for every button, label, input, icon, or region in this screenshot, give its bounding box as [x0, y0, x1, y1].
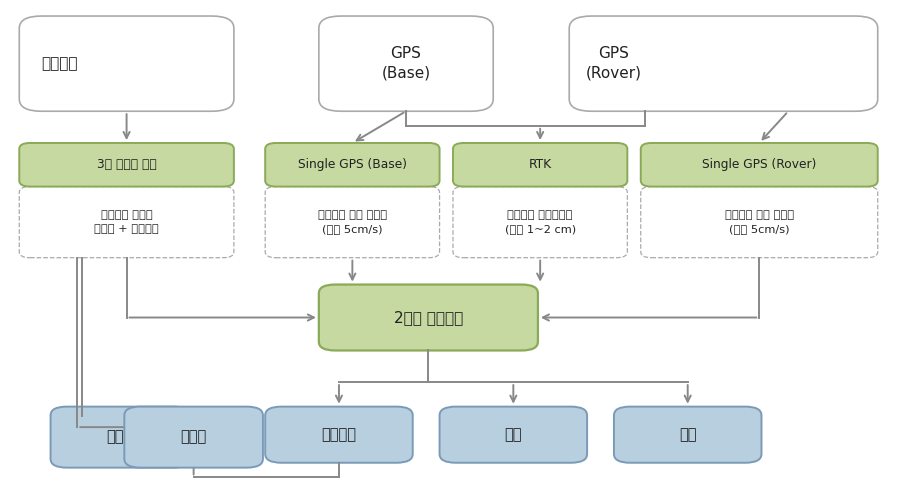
- Text: RTK: RTK: [528, 158, 552, 171]
- Text: -: -: [195, 409, 199, 422]
- FancyBboxPatch shape: [318, 285, 538, 351]
- Text: Single GPS (Rover): Single GPS (Rover): [702, 158, 816, 171]
- Text: 고정밀도 가속도
데이터 + 바이어스: 고정밀도 가속도 데이터 + 바이어스: [94, 210, 159, 234]
- FancyBboxPatch shape: [640, 187, 878, 258]
- Text: 저정밀도 위치데이터
(오차 1~2 cm): 저정밀도 위치데이터 (오차 1~2 cm): [505, 210, 576, 234]
- FancyBboxPatch shape: [640, 143, 878, 187]
- FancyBboxPatch shape: [19, 143, 234, 187]
- FancyBboxPatch shape: [453, 187, 627, 258]
- FancyBboxPatch shape: [318, 16, 493, 111]
- FancyBboxPatch shape: [570, 16, 878, 111]
- FancyBboxPatch shape: [266, 407, 413, 463]
- Circle shape: [174, 416, 213, 438]
- Text: 변위: 변위: [505, 427, 522, 442]
- FancyBboxPatch shape: [19, 187, 234, 258]
- FancyBboxPatch shape: [19, 16, 234, 111]
- FancyBboxPatch shape: [453, 143, 627, 187]
- FancyBboxPatch shape: [266, 187, 440, 258]
- Text: GPS
(Rover): GPS (Rover): [586, 46, 642, 81]
- Text: 가속도계: 가속도계: [41, 56, 78, 71]
- Text: 저정밀도 속도 데이터
(오차 5cm/s): 저정밀도 속도 데이터 (오차 5cm/s): [318, 210, 387, 234]
- Text: 속도: 속도: [679, 427, 696, 442]
- Text: 2단계 칼만필터: 2단계 칼만필터: [394, 310, 463, 325]
- Text: 가속도: 가속도: [180, 430, 207, 445]
- Text: Single GPS (Base): Single GPS (Base): [298, 158, 407, 171]
- Text: 가속도: 가속도: [107, 430, 133, 445]
- FancyBboxPatch shape: [440, 407, 588, 463]
- FancyBboxPatch shape: [50, 407, 189, 467]
- Text: 저정밀도 속도 데이터
(오차 5cm/s): 저정밀도 속도 데이터 (오차 5cm/s): [725, 210, 794, 234]
- Text: +: +: [171, 423, 180, 433]
- Text: 바이어스: 바이어스: [321, 427, 356, 442]
- FancyBboxPatch shape: [125, 407, 263, 467]
- Text: GPS
(Base): GPS (Base): [381, 46, 431, 81]
- FancyBboxPatch shape: [614, 407, 762, 463]
- FancyBboxPatch shape: [266, 143, 440, 187]
- Text: 3축 가속도 계측: 3축 가속도 계측: [97, 158, 156, 171]
